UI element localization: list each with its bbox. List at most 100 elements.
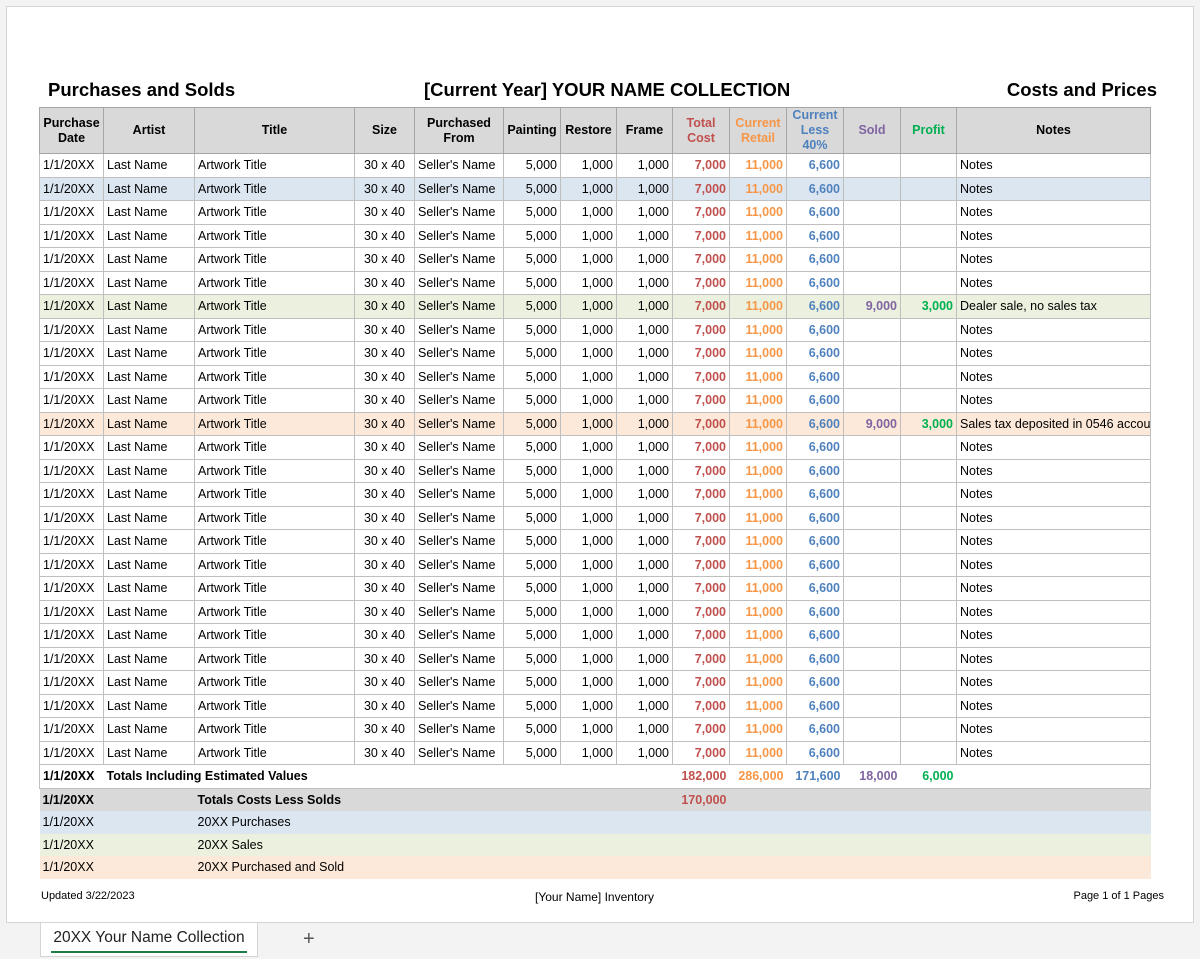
sheet-tab-active[interactable]: 20XX Your Name Collection: [40, 923, 258, 957]
cell-title[interactable]: Artwork Title: [194, 153, 355, 178]
cell-date[interactable]: 1/1/20XX: [39, 200, 104, 225]
cell-restore[interactable]: 1,000: [560, 364, 617, 389]
legend-label[interactable]: 20XX Purchases: [194, 811, 1151, 834]
cell-notes[interactable]: Notes: [956, 364, 1151, 389]
cell-artist[interactable]: Last Name: [103, 599, 195, 624]
cell-title[interactable]: Artwork Title: [194, 388, 355, 413]
cell-date[interactable]: 1/1/20XX: [39, 294, 104, 319]
cell-profit[interactable]: [900, 646, 957, 671]
cell-notes[interactable]: Notes: [956, 270, 1151, 295]
cell-sold[interactable]: [843, 482, 901, 507]
cell-less[interactable]: 6,600: [786, 388, 844, 413]
cell-profit[interactable]: [900, 552, 957, 577]
cell-painting[interactable]: 5,000: [503, 458, 561, 483]
cell-less[interactable]: 6,600: [786, 411, 844, 436]
cell-sold[interactable]: [843, 740, 901, 765]
cell-from[interactable]: Seller's Name: [414, 341, 504, 366]
cell-sold[interactable]: [843, 646, 901, 671]
cell-frame[interactable]: 1,000: [616, 411, 673, 436]
cell-date[interactable]: 1/1/20XX: [39, 740, 104, 765]
cell-painting[interactable]: 5,000: [503, 153, 561, 178]
col-header-retail[interactable]: Current Retail: [729, 107, 787, 154]
cell-sold[interactable]: 9,000: [843, 411, 901, 436]
cell-from[interactable]: Seller's Name: [414, 505, 504, 530]
cell-painting[interactable]: 5,000: [503, 552, 561, 577]
cell-less[interactable]: 6,600: [786, 458, 844, 483]
cell-date[interactable]: 1/1/20XX: [39, 270, 104, 295]
cell-from[interactable]: Seller's Name: [414, 270, 504, 295]
cell-retail[interactable]: 11,000: [729, 717, 787, 742]
cell-title[interactable]: Artwork Title: [194, 435, 355, 460]
cell-painting[interactable]: 5,000: [503, 482, 561, 507]
cell-frame[interactable]: 1,000: [616, 670, 673, 695]
cell-painting[interactable]: 5,000: [503, 435, 561, 460]
cell-total-cost[interactable]: 7,000: [672, 505, 730, 530]
cell-date[interactable]: 1/1/20XX: [39, 388, 104, 413]
cell-less[interactable]: 6,600: [786, 505, 844, 530]
cell-retail[interactable]: 11,000: [729, 552, 787, 577]
cell-from[interactable]: Seller's Name: [414, 294, 504, 319]
cell-title[interactable]: Artwork Title: [194, 505, 355, 530]
cell-profit[interactable]: [900, 740, 957, 765]
cell-notes[interactable]: Notes: [956, 646, 1151, 671]
cell-title[interactable]: Artwork Title: [194, 552, 355, 577]
cell-sold[interactable]: [843, 341, 901, 366]
cell-date[interactable]: 1/1/20XX: [39, 411, 104, 436]
cell-restore[interactable]: 1,000: [560, 270, 617, 295]
cell-size[interactable]: 30 x 40: [354, 270, 415, 295]
cell-profit[interactable]: [900, 576, 957, 601]
cell-less[interactable]: 6,600: [786, 364, 844, 389]
cell-total-cost[interactable]: 7,000: [672, 223, 730, 248]
cell-profit[interactable]: [900, 247, 957, 272]
cell-from[interactable]: Seller's Name: [414, 247, 504, 272]
cell-restore[interactable]: 1,000: [560, 294, 617, 319]
cell-date[interactable]: 1/1/20XX: [39, 505, 104, 530]
totals-notes[interactable]: [956, 764, 1151, 789]
cell-date[interactable]: 1/1/20XX: [39, 341, 104, 366]
totals-profit[interactable]: 6,000: [900, 764, 957, 789]
cell-less[interactable]: 6,600: [786, 599, 844, 624]
cell-profit[interactable]: [900, 482, 957, 507]
cell-date[interactable]: 1/1/20XX: [39, 717, 104, 742]
cell-title[interactable]: Artwork Title: [194, 529, 355, 554]
cell-notes[interactable]: Notes: [956, 599, 1151, 624]
cell-restore[interactable]: 1,000: [560, 505, 617, 530]
cell-painting[interactable]: 5,000: [503, 623, 561, 648]
cell-title[interactable]: Artwork Title: [194, 223, 355, 248]
cell-title[interactable]: Artwork Title: [194, 717, 355, 742]
cell-notes[interactable]: Notes: [956, 693, 1151, 718]
cell-restore[interactable]: 1,000: [560, 529, 617, 554]
cell-restore[interactable]: 1,000: [560, 411, 617, 436]
cell-total-cost[interactable]: 7,000: [672, 646, 730, 671]
cell-date[interactable]: 1/1/20XX: [39, 223, 104, 248]
cell-date[interactable]: 1/1/20XX: [39, 693, 104, 718]
cell-from[interactable]: Seller's Name: [414, 176, 504, 201]
cell-date[interactable]: 1/1/20XX: [39, 623, 104, 648]
cell-size[interactable]: 30 x 40: [354, 176, 415, 201]
cell-size[interactable]: 30 x 40: [354, 552, 415, 577]
cell-notes[interactable]: Notes: [956, 717, 1151, 742]
cell-retail[interactable]: 11,000: [729, 505, 787, 530]
totals-label[interactable]: Totals Including Estimated Values: [103, 764, 673, 789]
col-header-from[interactable]: Purchased From: [414, 107, 504, 154]
cell-title[interactable]: Artwork Title: [194, 411, 355, 436]
cell-frame[interactable]: 1,000: [616, 435, 673, 460]
cell-date[interactable]: 1/1/20XX: [39, 552, 104, 577]
cell-frame[interactable]: 1,000: [616, 740, 673, 765]
cell-painting[interactable]: 5,000: [503, 270, 561, 295]
cell-restore[interactable]: 1,000: [560, 670, 617, 695]
cell-title[interactable]: Artwork Title: [194, 693, 355, 718]
cell-retail[interactable]: 11,000: [729, 247, 787, 272]
cell-frame[interactable]: 1,000: [616, 364, 673, 389]
cell-title[interactable]: Artwork Title: [194, 176, 355, 201]
cell-frame[interactable]: 1,000: [616, 505, 673, 530]
cell-notes[interactable]: Notes: [956, 435, 1151, 460]
cell-frame[interactable]: 1,000: [616, 153, 673, 178]
cell-less[interactable]: 6,600: [786, 341, 844, 366]
cell-title[interactable]: Artwork Title: [194, 317, 355, 342]
cell-painting[interactable]: 5,000: [503, 294, 561, 319]
cell-retail[interactable]: 11,000: [729, 693, 787, 718]
cell-frame[interactable]: 1,000: [616, 458, 673, 483]
cell-retail[interactable]: 11,000: [729, 646, 787, 671]
cell-total-cost[interactable]: 7,000: [672, 411, 730, 436]
